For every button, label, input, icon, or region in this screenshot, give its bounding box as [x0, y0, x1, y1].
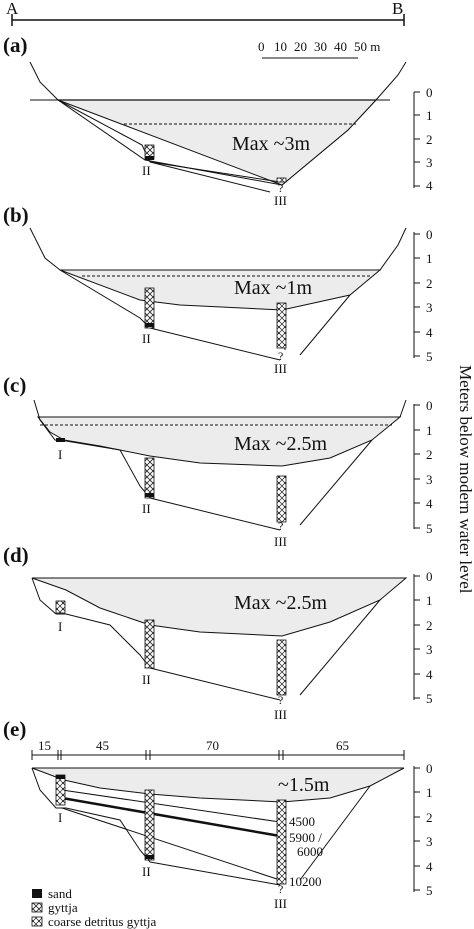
panel-b-core-II: II: [142, 331, 151, 346]
panel-e-core-I: I: [58, 810, 62, 825]
panel-b-max: Max ~1m: [234, 277, 312, 299]
scale-tick-0: 0: [258, 39, 265, 54]
panel-b-core-III: III: [274, 361, 287, 376]
transect-line: A B: [6, 0, 405, 26]
legend-sand: sand: [48, 886, 72, 901]
panel-d-tick-0: 0: [426, 569, 433, 584]
scale-tick-50: 50 m: [354, 39, 380, 54]
panel-c: (c) Max ~2.5m I II ? III 0 1 2 3 4 5: [3, 373, 433, 549]
legend-coarse: coarse detritus gyttja: [48, 914, 157, 929]
panel-a-tick-4: 4: [426, 178, 433, 193]
transect-start-label: A: [6, 0, 19, 18]
panel-b-tick-3: 3: [426, 300, 433, 315]
panel-a: (a) Max ~3m II ? III 0 1 2 3 4: [3, 33, 433, 208]
scale-tick-40: 40: [334, 39, 347, 54]
panel-e-core-II: II: [142, 864, 151, 879]
panel-b-core-q: ?: [278, 349, 283, 363]
panel-a-core-II: II: [142, 163, 151, 178]
panel-c-max: Max ~2.5m: [234, 433, 327, 455]
panel-c-tick-4: 4: [426, 496, 433, 511]
panel-b-axis: [413, 232, 420, 358]
legend-gyttja: gyttja: [48, 900, 78, 915]
panel-c-core-II: II: [142, 501, 151, 516]
panel-c-letter: (c): [3, 373, 26, 397]
panel-d-tick-3: 3: [426, 642, 433, 657]
panel-e-axis: [413, 766, 420, 892]
panel-e-tick-4: 4: [426, 859, 433, 874]
panel-a-tick-2: 2: [426, 132, 433, 147]
scale-tick-10: 10: [274, 39, 287, 54]
panel-a-core-III: III: [274, 193, 287, 208]
panel-a-axis: [413, 91, 420, 188]
panel-b-tick-4: 4: [426, 325, 433, 340]
y-axis-label: Meters below modern water level: [456, 365, 474, 594]
panel-c-tick-5: 5: [426, 521, 433, 536]
transect-end-label: B: [392, 0, 403, 18]
panel-c-core-q: ?: [278, 519, 283, 533]
panel-c-tick-2: 2: [426, 447, 433, 462]
panel-b: (b) Max ~1m II ? III 0 1 2 3 4 5: [3, 203, 433, 376]
scale-tick-30: 30: [314, 39, 327, 54]
legend: sand gyttja coarse detritus gyttja: [31, 886, 157, 929]
panel-c-tick-3: 3: [426, 472, 433, 487]
panel-c-tick-1: 1: [426, 423, 433, 438]
panel-c-axis: [413, 404, 420, 529]
panel-e-core-III: III: [274, 896, 287, 911]
panel-e-core-q: ?: [278, 882, 283, 896]
panel-d-core-I: I: [58, 619, 62, 634]
panel-a-max: Max ~3m: [232, 133, 310, 155]
panel-e-tick-1: 1: [426, 785, 433, 800]
segment-15: 15: [38, 738, 51, 753]
segment-45: 45: [96, 738, 109, 753]
panel-a-core-q: ?: [278, 181, 283, 195]
panel-d: (d) Max ~2.5m I II ? III 0 1 2 3 4 5: [3, 543, 433, 722]
panel-b-tick-0: 0: [426, 227, 433, 242]
panel-b-letter: (b): [3, 203, 29, 227]
panel-e-max: ~1.5m: [278, 774, 330, 796]
panel-e-tick-5: 5: [426, 883, 433, 898]
panel-e-tick-2: 2: [426, 810, 433, 825]
panel-a-letter: (a): [3, 33, 28, 57]
panel-e: (e) 15 45 70 65 ~1.5m 4500 5900 / 6000 1…: [3, 717, 433, 911]
age-10200: 10200: [289, 874, 322, 889]
panel-d-axis: [413, 574, 420, 700]
panel-c-core-I: I: [58, 447, 62, 462]
scale-bar: 0 10 20 30 40 50 m: [258, 39, 380, 59]
panel-d-tick-2: 2: [426, 618, 433, 633]
scale-tick-20: 20: [294, 39, 307, 54]
panel-a-tick-1: 1: [426, 108, 433, 123]
panel-d-tick-4: 4: [426, 667, 433, 682]
age-4500: 4500: [289, 814, 315, 829]
panel-d-core-III: III: [274, 707, 287, 722]
panel-e-tick-3: 3: [426, 834, 433, 849]
segment-70: 70: [206, 738, 219, 753]
panel-c-core-III: III: [274, 534, 287, 549]
age-5900: 5900 /: [289, 830, 322, 845]
panel-d-tick-5: 5: [426, 691, 433, 706]
panel-a-tick-0: 0: [426, 85, 433, 100]
panel-b-tick-5: 5: [426, 349, 433, 364]
panel-e-tick-0: 0: [426, 761, 433, 776]
panel-e-letter: (e): [3, 717, 26, 741]
panel-d-letter: (d): [3, 543, 29, 567]
panel-d-tick-1: 1: [426, 593, 433, 608]
panel-b-tick-2: 2: [426, 276, 433, 291]
panel-d-core-II: II: [142, 672, 151, 687]
segment-65: 65: [336, 738, 349, 753]
panel-a-tick-3: 3: [426, 155, 433, 170]
panel-d-core-q: ?: [278, 693, 283, 707]
segment-bar: [31, 750, 405, 760]
panel-d-max: Max ~2.5m: [234, 592, 327, 614]
panel-b-tick-1: 1: [426, 251, 433, 266]
panel-c-tick-0: 0: [426, 398, 433, 413]
age-6000: 6000: [297, 844, 323, 859]
